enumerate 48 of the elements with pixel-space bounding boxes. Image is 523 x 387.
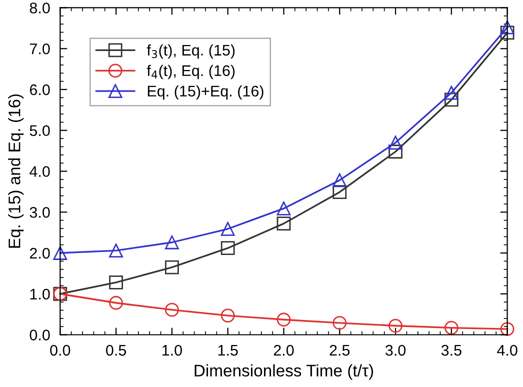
point [164,235,179,250]
point [109,296,123,310]
y-tick-label: 0.0 [30,330,50,340]
point [276,312,291,327]
point [220,308,235,322]
x-tick-label: 0.5 [106,344,126,356]
x-tick-label: 0.0 [50,344,70,356]
point [332,185,347,200]
point [109,244,123,258]
y-tick-label: 6.0 [30,84,50,96]
x-tick-label: 3.5 [441,344,462,356]
y-axis-title: Eq. (15) and Eq. (16) [8,94,24,248]
x-tick-label: 3.0 [385,344,406,356]
x-axis-title: Dimensionless Time (t/τ) [194,364,374,380]
x-tick-label: 2.0 [274,344,294,356]
point [276,202,291,216]
point [388,144,402,159]
point [444,320,458,335]
x-tick-label: 1.0 [162,344,182,356]
y-tick-label: 3.0 [30,206,50,218]
x-tick-label: 4.0 [497,344,518,356]
point [220,241,235,256]
point [220,222,235,236]
y-tick-label: 7.0 [30,43,50,54]
y-tick-label: 8.0 [30,2,50,14]
legend-label: Eq. (15)+Eq. (16) [148,85,264,100]
legend-label: f$_{3}$(t), Eq. (15) [146,44,235,59]
point [444,92,458,107]
point [332,316,347,330]
y-tick-label: 4.0 [30,166,50,177]
point [500,26,514,40]
point [164,260,179,274]
point [53,246,68,260]
legend-label: f$_{4}$(t), Eq. (16) [146,64,235,80]
y-tick-label: 5.0 [30,125,50,136]
point [388,318,402,333]
point [444,86,458,100]
point [276,216,291,231]
point [332,173,347,188]
x-tick-label: 1.5 [218,345,238,356]
y-tick-label: 2.0 [30,248,50,259]
point [109,275,123,290]
point [500,20,514,34]
x-tick-label: 2.5 [330,344,350,356]
point [164,302,179,317]
point [388,136,402,150]
point [500,322,514,336]
y-tick-label: 1.0 [30,288,50,300]
